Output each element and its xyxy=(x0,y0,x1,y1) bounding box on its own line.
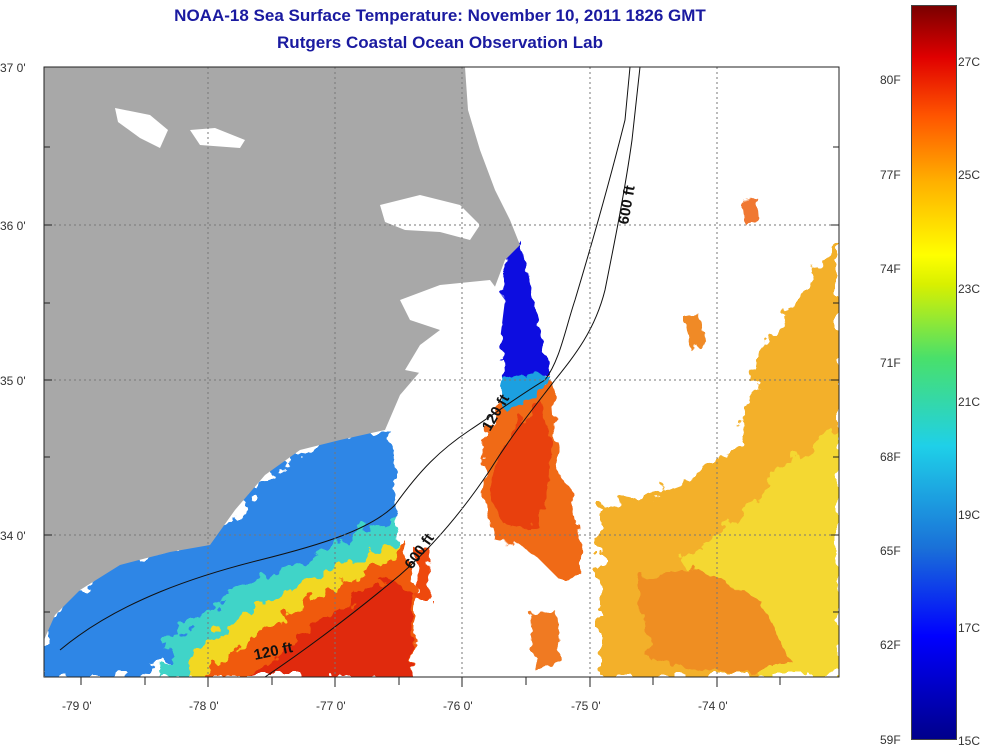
colorbar-c-25: 25C xyxy=(958,168,981,182)
sst-patch-northeast xyxy=(685,315,705,350)
contour-120ft xyxy=(59,67,631,651)
temperature-colorbar xyxy=(911,5,957,740)
lat-label-34: 34 0' xyxy=(0,529,26,543)
colorbar-f-77: 77F xyxy=(880,168,901,182)
lat-label-35: 35 0' xyxy=(0,374,26,388)
colorbar-f-59: 59F xyxy=(880,733,901,747)
title-line-1: NOAA-18 Sea Surface Temperature: Novembe… xyxy=(174,6,706,25)
sst-gulf-stream-core xyxy=(250,580,412,677)
colorbar-c-17: 17C xyxy=(958,621,981,635)
colorbar-c-27: 27C xyxy=(958,55,981,69)
lon-label-77: -77 0' xyxy=(316,699,346,713)
sst-patch-northeast-2 xyxy=(742,198,760,225)
graticule xyxy=(44,67,839,677)
colorbar-c-15: 15C xyxy=(958,734,981,748)
contour-600ft xyxy=(264,67,641,677)
lon-label-79: -79 0' xyxy=(62,699,92,713)
albemarle-sound xyxy=(380,195,480,240)
title-line-2: Rutgers Coastal Ocean Observation Lab xyxy=(277,33,603,52)
lon-label-76: -76 0' xyxy=(443,699,473,713)
colorbar-f-80: 80F xyxy=(880,73,901,87)
lon-label-74: -74 0' xyxy=(698,699,728,713)
colorbar-f-65: 65F xyxy=(880,544,901,558)
map-frame xyxy=(43,66,840,678)
sst-plume-core xyxy=(490,400,550,530)
axis-ticks xyxy=(44,146,839,687)
sst-patch-south xyxy=(530,610,560,670)
colorbar-c-19: 19C xyxy=(958,508,981,522)
inland-lake xyxy=(115,108,168,148)
sst-cold-nearshore xyxy=(500,240,550,400)
colorbar-f-71: 71F xyxy=(880,356,901,370)
lon-label-75: -75 0' xyxy=(571,699,601,713)
contour-label-600-north: 600 ft xyxy=(615,184,639,226)
colorbar-c-23: 23C xyxy=(958,282,981,296)
sst-cool-shelf-water xyxy=(44,430,395,677)
colorbar-c-21: 21C xyxy=(958,395,981,409)
sst-map: 600 ft 120 ft 600 ft 120 ft 37 0' 36 0' … xyxy=(0,61,840,713)
sst-patch-small xyxy=(415,548,432,600)
sst-offshore-orange-streak xyxy=(640,570,790,677)
colorbar-f-68: 68F xyxy=(880,450,901,464)
colorbar-f-74: 74F xyxy=(880,262,901,276)
pamlico-sound xyxy=(400,280,505,375)
colorbar-f-62: 62F xyxy=(880,638,901,652)
inland-lake-2 xyxy=(190,128,245,148)
lat-label-36: 36 0' xyxy=(0,219,26,233)
lat-label-37: 37 0' xyxy=(0,61,26,75)
lon-label-78: -78 0' xyxy=(189,699,219,713)
